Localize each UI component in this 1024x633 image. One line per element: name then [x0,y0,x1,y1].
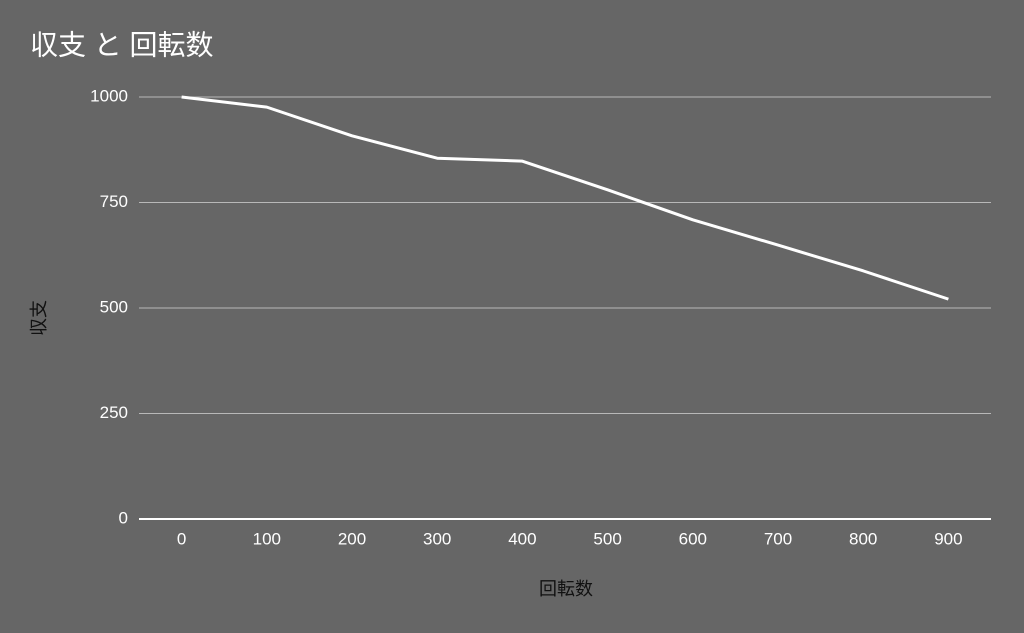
chart-title: 収支 と 回転数 [30,29,214,60]
data-line [181,95,949,301]
y-tick-label: 1000 [90,86,128,105]
x-tick-label: 100 [253,529,281,548]
y-tick-label: 250 [100,403,128,422]
y-tick-label: 500 [100,297,128,316]
x-tick-label: 500 [593,529,621,548]
x-tick-label: 800 [849,529,877,548]
y-tick-label: 750 [100,192,128,211]
x-tick-label: 400 [508,529,536,548]
y-axis-title: 収支 [29,300,49,336]
x-tick-label: 300 [423,529,451,548]
x-tick-label: 600 [679,529,707,548]
x-tick-label: 0 [177,529,186,548]
x-tick-label: 900 [934,529,962,548]
x-tick-label: 700 [764,529,792,548]
x-axis-title: 回転数 [539,579,593,599]
y-tick-label: 0 [119,508,128,527]
x-tick-label: 200 [338,529,366,548]
